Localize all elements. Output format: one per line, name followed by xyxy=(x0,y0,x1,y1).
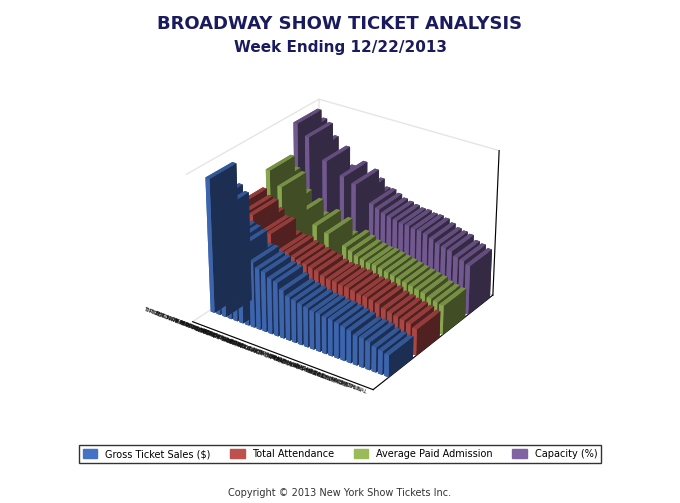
Text: BROADWAY SHOW TICKET ANALYSIS: BROADWAY SHOW TICKET ANALYSIS xyxy=(158,15,522,33)
Legend: Gross Ticket Sales ($), Total Attendance, Average Paid Admission, Capacity (%): Gross Ticket Sales ($), Total Attendance… xyxy=(79,445,601,463)
Text: Copyright © 2013 New York Show Tickets Inc.: Copyright © 2013 New York Show Tickets I… xyxy=(228,488,452,498)
Text: Week Ending 12/22/2013: Week Ending 12/22/2013 xyxy=(233,40,447,55)
